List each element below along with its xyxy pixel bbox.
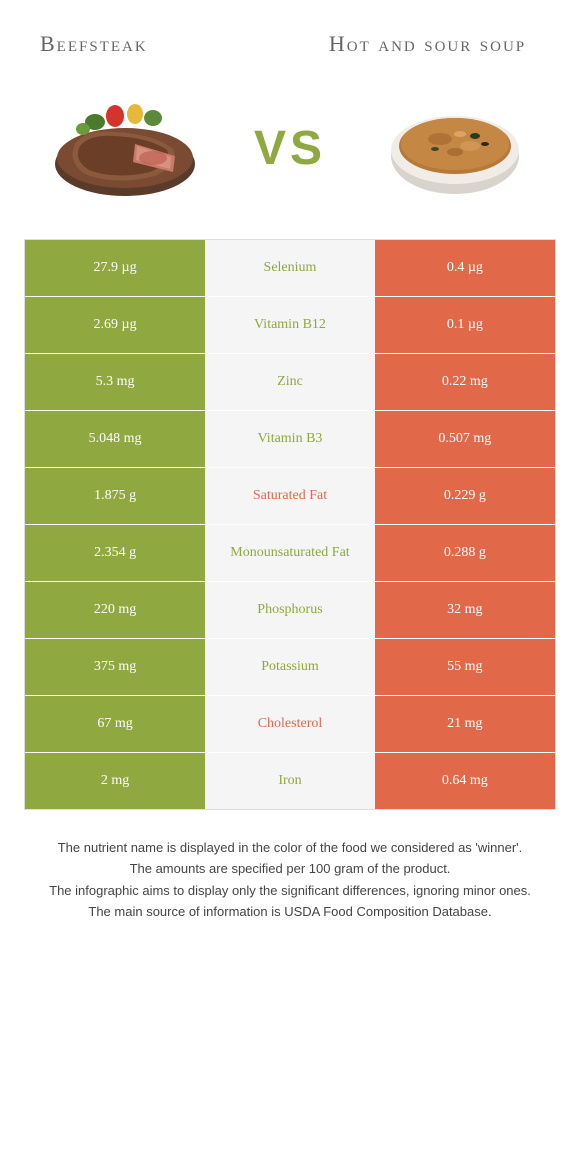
nutrient-value-right: 0.1 µg (375, 297, 555, 353)
footnote-line: The nutrient name is displayed in the co… (30, 838, 550, 858)
header: Beefsteak Hot and sour soup (0, 0, 580, 79)
nutrient-value-right: 0.22 mg (375, 354, 555, 410)
footnotes: The nutrient name is displayed in the co… (0, 810, 580, 922)
nutrient-name: Vitamin B3 (205, 411, 375, 467)
nutrient-row: 27.9 µgSelenium0.4 µg (25, 240, 555, 297)
beefsteak-image (45, 89, 205, 209)
nutrient-name: Potassium (205, 639, 375, 695)
nutrient-value-right: 55 mg (375, 639, 555, 695)
nutrient-value-right: 0.288 g (375, 525, 555, 581)
footnote-line: The main source of information is USDA F… (30, 902, 550, 922)
nutrient-value-right: 0.507 mg (375, 411, 555, 467)
nutrient-value-left: 2.69 µg (25, 297, 205, 353)
nutrient-value-left: 2.354 g (25, 525, 205, 581)
nutrient-value-right: 0.229 g (375, 468, 555, 524)
nutrient-row: 5.048 mgVitamin B30.507 mg (25, 411, 555, 468)
food-title-right: Hot and sour soup (315, 30, 540, 59)
soup-image (375, 89, 535, 209)
nutrient-value-right: 21 mg (375, 696, 555, 752)
nutrient-row: 2.69 µgVitamin B120.1 µg (25, 297, 555, 354)
nutrient-row: 1.875 gSaturated Fat0.229 g (25, 468, 555, 525)
nutrient-name: Monounsaturated Fat (205, 525, 375, 581)
nutrient-table: 27.9 µgSelenium0.4 µg2.69 µgVitamin B120… (24, 239, 556, 810)
nutrient-value-left: 375 mg (25, 639, 205, 695)
nutrient-value-right: 0.4 µg (375, 240, 555, 296)
images-row: VS (0, 79, 580, 239)
nutrient-name: Iron (205, 753, 375, 809)
nutrient-row: 2.354 gMonounsaturated Fat0.288 g (25, 525, 555, 582)
nutrient-row: 5.3 mgZinc0.22 mg (25, 354, 555, 411)
nutrient-name: Vitamin B12 (205, 297, 375, 353)
food-title-left: Beefsteak (40, 30, 265, 59)
nutrient-row: 2 mgIron0.64 mg (25, 753, 555, 809)
nutrient-value-left: 5.048 mg (25, 411, 205, 467)
nutrient-value-left: 5.3 mg (25, 354, 205, 410)
nutrient-name: Selenium (205, 240, 375, 296)
nutrient-value-left: 27.9 µg (25, 240, 205, 296)
nutrient-value-right: 32 mg (375, 582, 555, 638)
nutrient-name: Saturated Fat (205, 468, 375, 524)
footnote-line: The infographic aims to display only the… (30, 881, 550, 901)
nutrient-name: Zinc (205, 354, 375, 410)
nutrient-value-left: 220 mg (25, 582, 205, 638)
nutrient-row: 220 mgPhosphorus32 mg (25, 582, 555, 639)
nutrient-row: 375 mgPotassium55 mg (25, 639, 555, 696)
vs-label: VS (254, 121, 326, 176)
nutrient-value-right: 0.64 mg (375, 753, 555, 809)
nutrient-value-left: 2 mg (25, 753, 205, 809)
nutrient-value-left: 67 mg (25, 696, 205, 752)
nutrient-name: Phosphorus (205, 582, 375, 638)
nutrient-name: Cholesterol (205, 696, 375, 752)
footnote-line: The amounts are specified per 100 gram o… (30, 859, 550, 879)
nutrient-value-left: 1.875 g (25, 468, 205, 524)
nutrient-row: 67 mgCholesterol21 mg (25, 696, 555, 753)
